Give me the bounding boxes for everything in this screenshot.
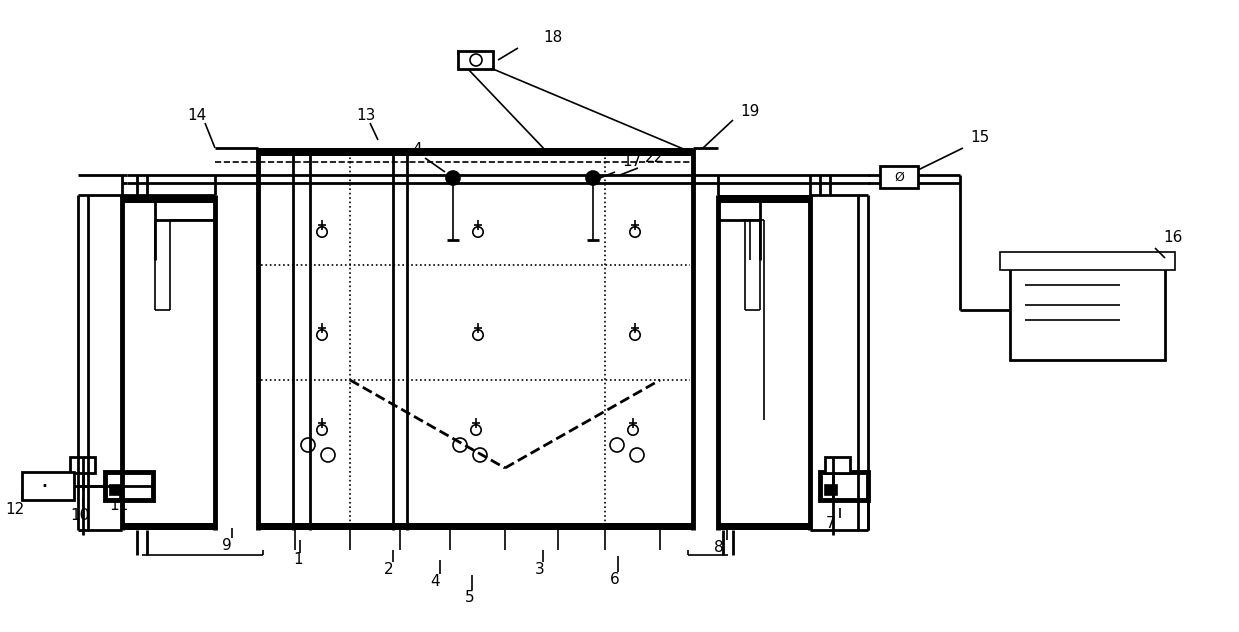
Circle shape bbox=[470, 54, 482, 66]
Text: 9: 9 bbox=[222, 537, 232, 552]
Bar bbox=[717, 523, 810, 530]
Text: 13: 13 bbox=[356, 109, 375, 123]
Bar bbox=[22, 472, 74, 500]
Bar bbox=[105, 472, 152, 500]
Circle shape bbox=[453, 438, 467, 452]
Circle shape bbox=[610, 438, 624, 452]
Circle shape bbox=[317, 425, 327, 435]
Bar bbox=[825, 457, 850, 473]
Bar bbox=[110, 485, 121, 495]
Text: 6: 6 bbox=[610, 573, 620, 588]
Text: 3: 3 bbox=[535, 562, 545, 578]
Bar bbox=[69, 457, 95, 473]
Text: 2: 2 bbox=[384, 562, 394, 578]
Text: 4: 4 bbox=[430, 574, 440, 590]
Text: 8: 8 bbox=[714, 540, 724, 556]
Circle shape bbox=[629, 448, 644, 462]
Circle shape bbox=[473, 227, 483, 237]
Text: 11: 11 bbox=[109, 499, 129, 513]
Text: 14: 14 bbox=[187, 109, 206, 123]
Text: 18: 18 bbox=[543, 30, 563, 46]
Text: 17: 17 bbox=[622, 154, 642, 169]
Text: 22: 22 bbox=[646, 150, 664, 166]
Text: ·: · bbox=[40, 475, 48, 499]
Bar bbox=[121, 195, 216, 203]
Text: 4: 4 bbox=[413, 142, 421, 157]
Bar bbox=[1010, 265, 1165, 360]
Bar bbox=[1000, 252, 1175, 270]
Circle shape bbox=[629, 330, 641, 340]
Text: Ø: Ø bbox=[895, 171, 904, 183]
Bar bbox=[825, 485, 838, 495]
Bar bbox=[717, 195, 810, 203]
Bar bbox=[880, 166, 918, 188]
Circle shape bbox=[301, 438, 315, 452]
Text: 15: 15 bbox=[970, 130, 989, 145]
Circle shape bbox=[317, 330, 327, 340]
Bar bbox=[258, 148, 693, 156]
Bar bbox=[820, 472, 869, 500]
Circle shape bbox=[473, 330, 483, 340]
Text: 7: 7 bbox=[826, 516, 835, 532]
Text: 5: 5 bbox=[465, 590, 475, 605]
Circle shape bbox=[586, 171, 600, 185]
Bar bbox=[121, 523, 216, 530]
Circle shape bbox=[628, 425, 638, 435]
Circle shape bbox=[317, 227, 327, 237]
Text: 16: 16 bbox=[1163, 231, 1182, 245]
Text: 19: 19 bbox=[740, 104, 760, 119]
Text: 1: 1 bbox=[292, 552, 302, 568]
Circle shape bbox=[471, 425, 481, 435]
Circle shape bbox=[446, 171, 460, 185]
Circle shape bbox=[321, 448, 335, 462]
Circle shape bbox=[473, 448, 487, 462]
Bar bbox=[258, 523, 693, 530]
Circle shape bbox=[629, 227, 641, 237]
Text: 12: 12 bbox=[5, 502, 25, 518]
Bar bbox=[458, 51, 493, 69]
Text: 10: 10 bbox=[69, 507, 89, 523]
